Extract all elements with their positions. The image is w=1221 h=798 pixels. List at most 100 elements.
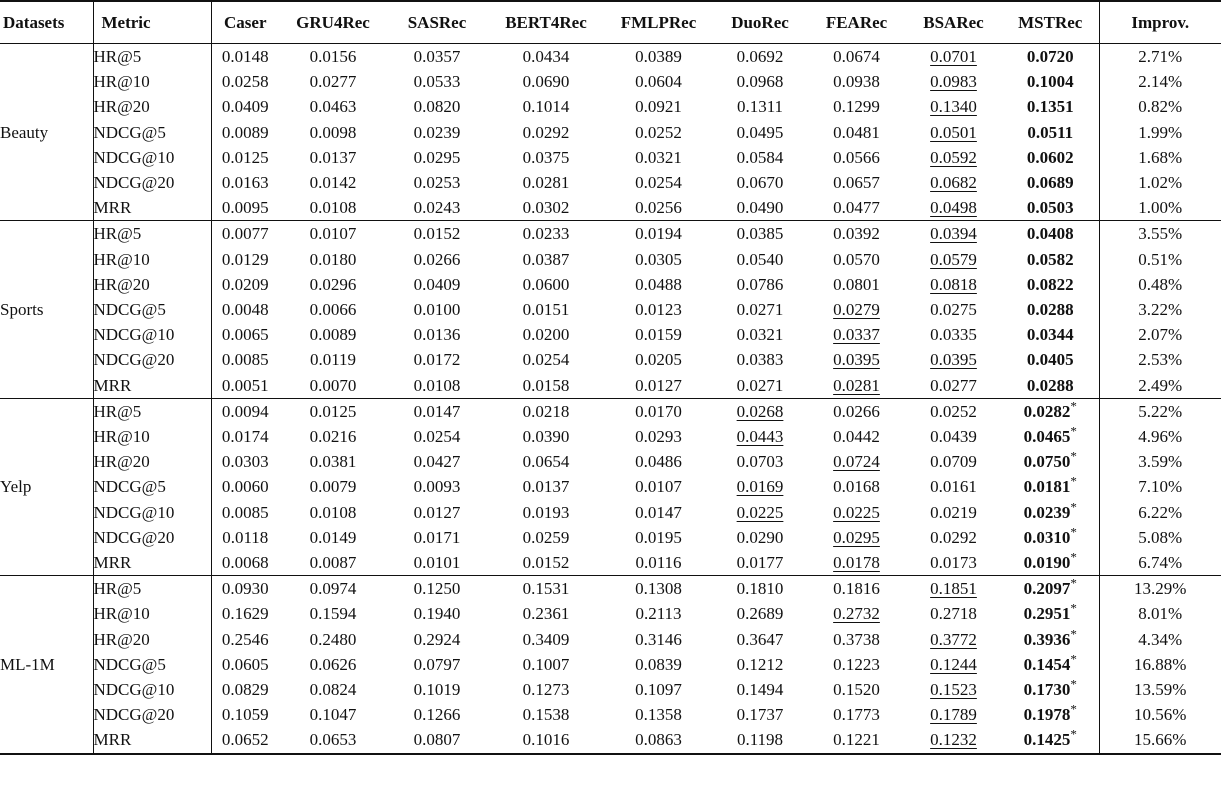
- score-value: 0.0292: [522, 122, 570, 142]
- score-cell: 0.0670: [712, 170, 808, 195]
- score-value: 0.0205: [635, 350, 682, 370]
- score-value: 0.0159: [635, 325, 682, 345]
- score-cell: 0.0807: [387, 727, 487, 753]
- score-cell: 0.0170: [605, 398, 712, 424]
- significance-marker: *: [1070, 549, 1077, 565]
- score-cell: 0.0048: [211, 297, 279, 322]
- score-cell: 0.0296: [279, 272, 387, 297]
- score-value: 0.0147: [635, 502, 682, 522]
- score-cell: 0.0303: [211, 449, 279, 474]
- table-row: MRR 0.0095 0.0108 0.0243 0.0302 0.0256 0.0490 0…: [0, 195, 1221, 221]
- score-cell: 0.0701: [905, 44, 1002, 70]
- score-value: 0.0200: [522, 325, 570, 345]
- results-table: Datasets Metric Caser GRU4Rec SASRec BERT4R…: [0, 0, 1221, 754]
- score-value: 0.0119: [309, 350, 357, 370]
- best-score: 0.0465: [1023, 427, 1071, 447]
- table-row: NDCG@20 0.0118 0.0149 0.0171 0.0259 0.0195 0.0…: [0, 524, 1221, 551]
- table-row: NDCG@10 0.0065 0.0089 0.0136 0.0200 0.0159 0.0…: [0, 322, 1221, 348]
- table-row: NDCG@5 0.0605 0.0626 0.0797 0.1007 0.0839 0.12…: [0, 651, 1221, 678]
- score-cell: 0.0253: [387, 170, 487, 195]
- score-cell: 0.3409: [487, 627, 605, 652]
- score-cell: 0.0252: [605, 120, 712, 145]
- best-score: 0.0288: [1026, 375, 1074, 395]
- score-value: 0.1520: [833, 680, 880, 700]
- score-value: 0.1016: [522, 730, 570, 750]
- score-value: 0.0051: [221, 375, 269, 395]
- metric-label: NDCG@20: [93, 702, 212, 728]
- metric-label: NDCG@10: [93, 499, 212, 525]
- score-value: 0.0085: [221, 502, 269, 522]
- score-value: 0.0085: [221, 350, 269, 370]
- score-cell: 0.0194: [605, 221, 712, 247]
- score-value: 0.0259: [522, 527, 570, 547]
- best-score: 0.0511: [1027, 122, 1074, 142]
- score-value: 0.0252: [930, 401, 977, 421]
- score-value: 0.0387: [522, 249, 570, 269]
- second-best-score: 0.0501: [930, 122, 977, 142]
- score-cell: 0.0305: [605, 247, 712, 272]
- score-value: 0.0068: [221, 553, 269, 573]
- score-cell: 0.2732: [808, 601, 905, 626]
- score-cell: 0.0137: [487, 474, 605, 499]
- score-cell: 0.0592: [905, 145, 1002, 170]
- score-value: 0.0219: [930, 502, 977, 522]
- second-best-score: 0.1851: [930, 579, 977, 599]
- improvement-cell: 2.49%: [1138, 375, 1183, 395]
- score-cell: 0.0266: [808, 398, 905, 424]
- metric-label: HR@10: [93, 69, 212, 95]
- score-value: 0.0570: [833, 249, 880, 269]
- score-value: 0.0295: [413, 147, 461, 167]
- score-value: 0.0442: [833, 427, 880, 447]
- score-cell: 0.1523: [905, 677, 1002, 702]
- score-cell: 0.0381: [279, 449, 387, 474]
- metric-label: HR@20: [93, 94, 212, 120]
- score-value: 0.0195: [635, 527, 682, 547]
- score-cell: 0.0200: [487, 322, 605, 347]
- score-cell: 0.0177: [712, 550, 808, 576]
- score-cell: 0.1198: [712, 727, 808, 753]
- score-value: 0.0321: [736, 325, 784, 345]
- score-value: 0.1014: [522, 97, 570, 117]
- table-row: HR@20 0.0209 0.0296 0.0409 0.0600 0.0488 0.078…: [0, 271, 1221, 298]
- score-value: 0.0566: [833, 147, 880, 167]
- score-value: 0.3738: [833, 629, 880, 649]
- score-value: 0.0293: [635, 427, 682, 447]
- score-value: 0.0118: [222, 527, 269, 547]
- score-cell: 0.0408: [1002, 220, 1100, 247]
- improvement-cell: 3.59%: [1138, 452, 1183, 472]
- header-model: FEARec: [808, 0, 905, 44]
- score-value: 0.0152: [413, 224, 461, 244]
- score-cell: 0.0127: [605, 373, 712, 399]
- score-value: 0.0161: [930, 477, 977, 497]
- improvement-cell: 15.66%: [1134, 730, 1187, 750]
- table-row: NDCG@5 0.0089 0.0098 0.0239 0.0292 0.0252 0.04…: [0, 119, 1221, 145]
- best-score: 0.0344: [1026, 325, 1074, 345]
- second-best-score: 0.0701: [930, 47, 977, 66]
- score-value: 0.0820: [413, 97, 461, 117]
- score-cell: 0.0108: [387, 373, 487, 399]
- score-cell: 0.0602: [1002, 144, 1100, 171]
- score-cell: 0.0277: [905, 373, 1002, 399]
- score-cell: 0.3738: [808, 627, 905, 652]
- best-score: 0.0239: [1023, 502, 1071, 522]
- score-value: 0.0253: [413, 173, 461, 193]
- score-cell: 0.1629: [211, 601, 279, 626]
- score-cell: 0.2113: [605, 601, 712, 626]
- score-cell: 0.1594: [279, 601, 387, 626]
- header-datasets: Datasets: [0, 0, 94, 44]
- score-cell: 0.0158: [487, 373, 605, 399]
- score-cell: 0.0239*: [1002, 499, 1100, 525]
- table-row: NDCG@5 0.0048 0.0066 0.0100 0.0151 0.0123 0.02…: [0, 297, 1221, 323]
- score-value: 0.0786: [736, 274, 784, 294]
- score-value: 0.0296: [309, 274, 357, 294]
- significance-marker: *: [1070, 448, 1077, 464]
- dataset-label: ML-1M: [0, 575, 94, 754]
- score-cell: 0.0310*: [1002, 524, 1100, 551]
- score-cell: 0.3936*: [1002, 626, 1100, 652]
- improvement-cell: 3.22%: [1138, 300, 1183, 320]
- second-best-score: 0.0983: [930, 72, 977, 92]
- score-cell: 0.0193: [487, 500, 605, 525]
- score-cell: 0.0605: [211, 652, 279, 677]
- score-cell: 0.0463: [279, 94, 387, 119]
- score-cell: 0.0258: [211, 69, 279, 94]
